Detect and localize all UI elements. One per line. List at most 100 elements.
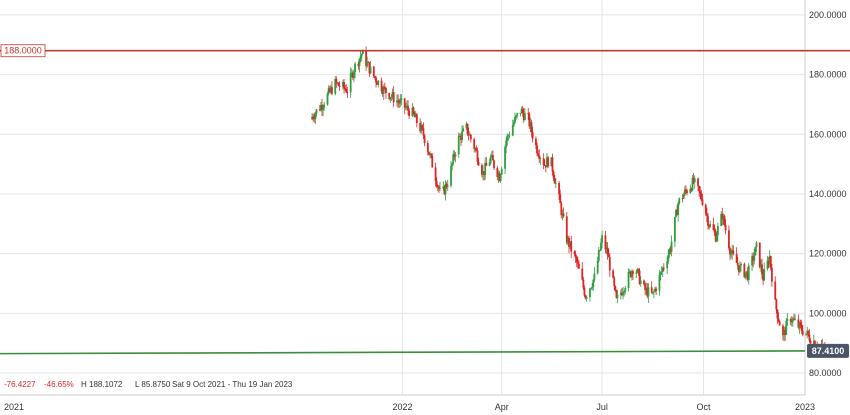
candle[interactable] [407, 100, 409, 116]
candle[interactable] [391, 88, 394, 100]
candle[interactable] [723, 214, 726, 227]
candle[interactable] [412, 106, 415, 115]
candle[interactable] [659, 271, 662, 281]
candle[interactable] [768, 250, 771, 268]
candle[interactable] [535, 136, 537, 150]
support-line[interactable] [0, 350, 806, 355]
candle[interactable] [500, 166, 503, 176]
candle[interactable] [769, 255, 772, 271]
candle[interactable] [720, 211, 723, 227]
candle[interactable] [637, 268, 640, 276]
candle[interactable] [593, 267, 596, 283]
candle[interactable] [739, 261, 741, 274]
candle[interactable] [546, 153, 548, 168]
candle[interactable] [699, 186, 702, 200]
candle[interactable] [630, 269, 633, 281]
candle[interactable] [568, 235, 570, 254]
candle[interactable] [529, 117, 532, 133]
candle[interactable] [482, 164, 484, 181]
candle[interactable] [743, 262, 746, 279]
candle[interactable] [712, 217, 715, 231]
candle[interactable] [435, 177, 438, 189]
candle[interactable] [589, 287, 591, 302]
candle[interactable] [574, 250, 577, 263]
candle[interactable] [565, 211, 568, 245]
candle[interactable] [312, 113, 315, 122]
candle[interactable] [724, 219, 727, 235]
candle[interactable] [321, 98, 323, 117]
candle[interactable] [562, 207, 565, 218]
candle[interactable] [452, 150, 455, 166]
candle[interactable] [515, 114, 517, 120]
candle[interactable] [543, 159, 546, 166]
candle[interactable] [766, 255, 769, 271]
candle[interactable] [583, 285, 586, 298]
candle[interactable] [315, 108, 318, 117]
candle[interactable] [420, 121, 423, 134]
candle[interactable] [705, 207, 708, 223]
candle[interactable] [403, 97, 406, 115]
candle[interactable] [375, 75, 377, 88]
candle[interactable] [511, 119, 514, 137]
candle[interactable] [560, 201, 563, 219]
candle[interactable] [505, 137, 508, 154]
candle[interactable] [721, 207, 724, 226]
candle[interactable] [729, 246, 731, 261]
candle[interactable] [709, 220, 712, 229]
candle[interactable] [366, 56, 369, 68]
candle[interactable] [408, 107, 411, 120]
candle[interactable] [350, 68, 353, 78]
candle[interactable] [755, 240, 758, 252]
candle[interactable] [496, 166, 499, 181]
candle[interactable] [573, 250, 576, 257]
candle[interactable] [382, 84, 385, 101]
candle[interactable] [623, 290, 626, 297]
candle[interactable] [771, 263, 773, 287]
candle[interactable] [735, 247, 738, 263]
candle[interactable] [483, 171, 486, 181]
candle[interactable] [607, 248, 610, 258]
candle[interactable] [476, 147, 479, 166]
candle[interactable] [551, 153, 554, 176]
candle[interactable] [737, 265, 740, 276]
candle[interactable] [345, 84, 348, 93]
candle[interactable] [650, 281, 653, 294]
candle[interactable] [785, 317, 788, 336]
candle[interactable] [676, 204, 678, 216]
candle[interactable] [376, 81, 379, 85]
candle[interactable] [477, 157, 480, 167]
candle[interactable] [538, 149, 541, 163]
candle[interactable] [613, 275, 616, 291]
candle[interactable] [591, 282, 594, 291]
candle[interactable] [598, 249, 601, 252]
candle[interactable] [553, 174, 556, 184]
candle[interactable] [576, 256, 579, 269]
candle[interactable] [443, 185, 446, 196]
candle[interactable] [428, 152, 430, 156]
candle[interactable] [582, 276, 585, 291]
candle[interactable] [380, 77, 383, 94]
candle[interactable] [670, 235, 673, 257]
candle[interactable] [578, 259, 580, 269]
candle[interactable] [516, 112, 519, 119]
candle[interactable] [685, 185, 687, 195]
candle[interactable] [639, 276, 642, 287]
candle[interactable] [498, 171, 501, 182]
candle[interactable] [445, 181, 448, 189]
candle[interactable] [473, 137, 476, 153]
candle[interactable] [714, 228, 717, 243]
candle[interactable] [488, 158, 491, 167]
candle[interactable] [450, 161, 452, 188]
candle[interactable] [808, 329, 811, 343]
candle[interactable] [328, 86, 331, 93]
candle[interactable] [372, 66, 375, 79]
candle[interactable] [506, 133, 509, 146]
candle[interactable] [542, 153, 545, 170]
candle[interactable] [536, 142, 538, 156]
candle[interactable] [528, 111, 531, 129]
candle[interactable] [775, 298, 778, 314]
candle[interactable] [782, 323, 784, 341]
candle[interactable] [622, 286, 624, 300]
candle[interactable] [689, 184, 692, 194]
candle[interactable] [585, 295, 588, 302]
